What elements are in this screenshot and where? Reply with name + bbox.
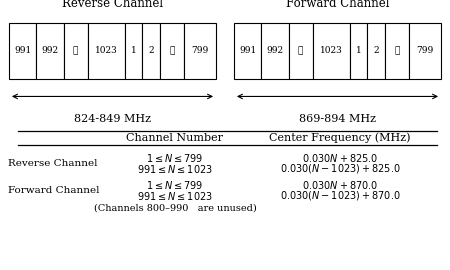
Text: 1: 1 (130, 46, 136, 55)
Text: $0.030(N - 1023) + 825.0$: $0.030(N - 1023) + 825.0$ (279, 162, 400, 176)
Text: Forward Channel: Forward Channel (8, 186, 99, 195)
Text: $0.030(N - 1023) + 870.0$: $0.030(N - 1023) + 870.0$ (279, 189, 400, 202)
FancyBboxPatch shape (261, 23, 288, 79)
Text: 992: 992 (41, 46, 58, 55)
Text: 824-849 MHz: 824-849 MHz (74, 114, 151, 124)
FancyBboxPatch shape (234, 23, 261, 79)
Text: 2: 2 (148, 46, 154, 55)
Text: 799: 799 (191, 46, 209, 55)
Text: Channel Number: Channel Number (126, 133, 224, 143)
Text: ⋯: ⋯ (73, 46, 78, 55)
Text: 799: 799 (416, 46, 434, 55)
Text: (Channels 800–990   are unused): (Channels 800–990 are unused) (94, 203, 256, 212)
FancyBboxPatch shape (367, 23, 385, 79)
FancyBboxPatch shape (125, 23, 142, 79)
Text: 991: 991 (14, 46, 31, 55)
Text: $991 \leq N \leq 1023$: $991 \leq N \leq 1023$ (137, 163, 213, 175)
Text: 1023: 1023 (94, 46, 117, 55)
FancyBboxPatch shape (313, 23, 350, 79)
Text: Forward Channel: Forward Channel (286, 0, 389, 10)
FancyBboxPatch shape (63, 23, 88, 79)
Text: $0.030N + 870.0$: $0.030N + 870.0$ (302, 179, 378, 191)
FancyBboxPatch shape (160, 23, 184, 79)
Text: $991 \leq N \leq 1023$: $991 \leq N \leq 1023$ (137, 190, 213, 202)
FancyBboxPatch shape (36, 23, 63, 79)
Text: ⋯: ⋯ (298, 46, 303, 55)
Text: 992: 992 (266, 46, 284, 55)
Text: 1023: 1023 (320, 46, 342, 55)
FancyBboxPatch shape (184, 23, 216, 79)
Text: 991: 991 (239, 46, 256, 55)
Text: Center Frequency (MHz): Center Frequency (MHz) (269, 133, 411, 143)
Text: 2: 2 (373, 46, 379, 55)
Text: $1 \leq N \leq 799$: $1 \leq N \leq 799$ (146, 179, 204, 191)
FancyBboxPatch shape (142, 23, 160, 79)
FancyBboxPatch shape (288, 23, 313, 79)
Text: ⋯: ⋯ (169, 46, 175, 55)
FancyBboxPatch shape (385, 23, 409, 79)
Text: ⋯: ⋯ (394, 46, 400, 55)
FancyBboxPatch shape (409, 23, 441, 79)
Text: Reverse Channel: Reverse Channel (8, 159, 98, 168)
Text: $0.030N + 825.0$: $0.030N + 825.0$ (302, 152, 378, 164)
Text: $1 \leq N \leq 799$: $1 \leq N \leq 799$ (146, 152, 204, 164)
FancyBboxPatch shape (88, 23, 125, 79)
Text: Reverse Channel: Reverse Channel (62, 0, 163, 10)
FancyBboxPatch shape (9, 23, 36, 79)
FancyBboxPatch shape (350, 23, 367, 79)
Text: 869-894 MHz: 869-894 MHz (299, 114, 376, 124)
Text: 1: 1 (356, 46, 361, 55)
